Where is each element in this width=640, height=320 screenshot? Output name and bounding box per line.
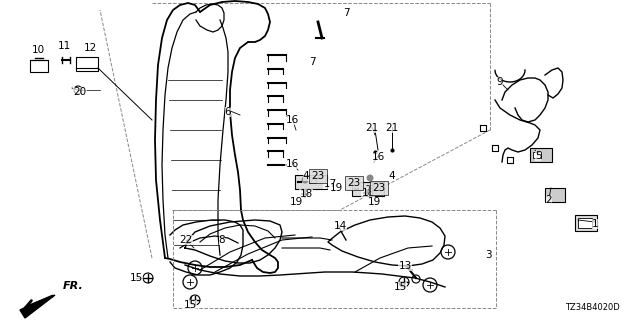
Circle shape bbox=[301, 177, 308, 183]
Text: 16: 16 bbox=[285, 159, 299, 169]
Text: 1: 1 bbox=[592, 219, 598, 229]
Bar bbox=[575, 215, 597, 231]
Text: 21: 21 bbox=[385, 123, 399, 133]
Text: 12: 12 bbox=[83, 43, 97, 53]
Text: 11: 11 bbox=[58, 41, 70, 51]
Text: 19: 19 bbox=[367, 197, 381, 207]
Text: 18: 18 bbox=[362, 188, 374, 198]
Text: 3: 3 bbox=[484, 250, 492, 260]
Text: 9: 9 bbox=[497, 77, 503, 87]
Text: 15: 15 bbox=[184, 300, 196, 310]
Polygon shape bbox=[20, 295, 55, 318]
Bar bbox=[352, 182, 384, 196]
Text: 15: 15 bbox=[394, 282, 406, 292]
Text: 10: 10 bbox=[31, 45, 45, 55]
Text: 7: 7 bbox=[342, 8, 349, 18]
Text: 19: 19 bbox=[289, 197, 303, 207]
Text: 20: 20 bbox=[74, 87, 86, 97]
Text: 23: 23 bbox=[365, 185, 375, 194]
Bar bbox=[295, 175, 327, 189]
Bar bbox=[578, 218, 592, 228]
Circle shape bbox=[367, 174, 374, 181]
Text: 23: 23 bbox=[348, 178, 360, 188]
Text: 17: 17 bbox=[323, 179, 337, 189]
Text: 19: 19 bbox=[330, 183, 342, 193]
Text: 23: 23 bbox=[308, 178, 318, 187]
Text: 21: 21 bbox=[365, 123, 379, 133]
Text: TZ34B4020D: TZ34B4020D bbox=[565, 303, 620, 312]
Text: 7: 7 bbox=[308, 57, 316, 67]
Bar bbox=[545, 188, 565, 202]
Text: 18: 18 bbox=[300, 189, 312, 199]
Text: 22: 22 bbox=[179, 235, 193, 245]
Text: 8: 8 bbox=[219, 235, 225, 245]
Bar bbox=[530, 148, 552, 162]
Text: 13: 13 bbox=[398, 261, 412, 271]
Bar bbox=[30, 60, 48, 72]
Text: 5: 5 bbox=[534, 151, 541, 161]
Text: 4: 4 bbox=[388, 171, 396, 181]
Bar bbox=[76, 57, 98, 71]
Text: 23: 23 bbox=[312, 171, 324, 181]
Text: 15: 15 bbox=[129, 273, 143, 283]
Text: 4: 4 bbox=[303, 171, 309, 181]
Text: 23: 23 bbox=[372, 183, 386, 193]
Text: 6: 6 bbox=[225, 107, 231, 117]
Text: 16: 16 bbox=[371, 152, 385, 162]
Bar bbox=[533, 152, 541, 158]
Text: 14: 14 bbox=[333, 221, 347, 231]
Text: FR.: FR. bbox=[63, 281, 84, 291]
Text: 2: 2 bbox=[546, 195, 552, 205]
Text: 16: 16 bbox=[285, 115, 299, 125]
